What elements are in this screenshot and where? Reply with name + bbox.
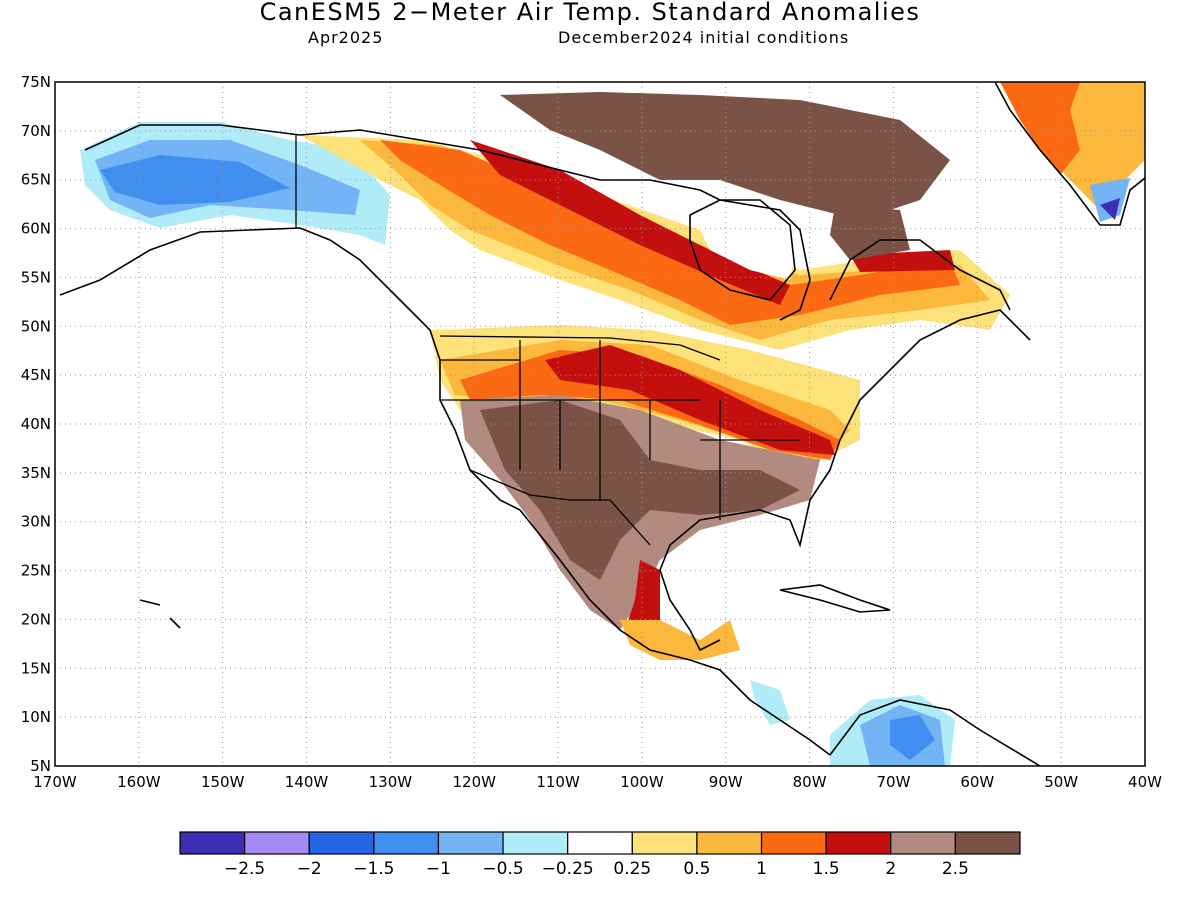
- colorbar-tick-label: −0.25: [542, 859, 594, 879]
- hudson-coast: [689, 199, 796, 301]
- latitude-label: 20N: [21, 610, 51, 628]
- mexico-warm: [620, 620, 740, 660]
- us-canada-border: [439, 335, 721, 361]
- latitude-label: 55N: [21, 268, 51, 286]
- latitude-label: 45N: [21, 366, 51, 384]
- longitude-labels: 170W 160W 150W 140W 130W 120W 110W 100W 90W 80W 70…: [33, 773, 1162, 791]
- alaska-north-coast: [84, 124, 301, 151]
- latitude-labels: 75N 70N 65N 60N 55N 50N 45N 40N 35N 30N 25N 20N 15N 1…: [21, 73, 51, 775]
- colorbar-swatch: [437, 831, 504, 855]
- arctic-high-region: [500, 92, 950, 220]
- latitude-label: 50N: [21, 317, 51, 335]
- arctic-coast: [299, 129, 811, 321]
- labrador-coast: [829, 239, 1011, 311]
- colorbar-swatch: [696, 831, 763, 855]
- colorbar-swatch: [179, 831, 246, 855]
- alaska-coast: [59, 227, 521, 511]
- colorbar-swatch: [890, 831, 956, 855]
- valid-month-label: Apr2025: [308, 28, 384, 47]
- colorbar-tick-label: −2: [297, 859, 322, 879]
- longitude-label: 120W: [452, 773, 496, 791]
- mexico-west-coast: [519, 509, 831, 756]
- longitude-label: 70W: [877, 773, 911, 791]
- longitude-label: 80W: [793, 773, 827, 791]
- latitude-label: 75N: [21, 73, 51, 91]
- latitude-label: 70N: [21, 122, 51, 140]
- south-america-coast: [829, 699, 1041, 766]
- latitude-label: 65N: [21, 171, 51, 189]
- colorbar-tick-label: −1: [426, 859, 451, 879]
- canada-warm-max: [470, 140, 790, 305]
- greenland-coast: [994, 82, 1145, 226]
- latitude-label: 60N: [21, 220, 51, 238]
- latitude-label: 5N: [30, 757, 51, 775]
- colorbar-swatch: [373, 831, 440, 855]
- colorbar-swatch: [308, 831, 375, 855]
- greenland-cool: [1090, 178, 1130, 222]
- longitude-label: 150W: [201, 773, 245, 791]
- longitude-label: 60W: [960, 773, 994, 791]
- longitude-label: 130W: [369, 773, 413, 791]
- colorbar-swatch: [760, 831, 827, 855]
- longitude-label: 50W: [1044, 773, 1078, 791]
- longitude-label: 90W: [709, 773, 743, 791]
- state-lines: [440, 340, 800, 520]
- colorbar-tick-label: −2.5: [224, 859, 265, 879]
- gulf-coast: [659, 309, 1031, 652]
- colorbar-swatch: [825, 831, 892, 855]
- colorbar: [179, 831, 1021, 855]
- colorbar-tick-label: 2.5: [942, 859, 969, 879]
- caribbean-cool-center: [890, 715, 935, 760]
- latitude-label: 35N: [21, 464, 51, 482]
- colorbar-labels: −2.5 −2 −1.5 −1 −0.5 −0.25 0.25 0.5 1 1.5 2 2.5: [224, 859, 969, 879]
- longitude-label: 40W: [1128, 773, 1162, 791]
- colorbar-swatch: [954, 831, 1021, 855]
- colorbar-swatch: [244, 831, 310, 855]
- latitude-label: 40N: [21, 415, 51, 433]
- labrador-high: [830, 205, 910, 260]
- colorbar-tick-label: 1.5: [813, 859, 840, 879]
- us-mexico-border: [469, 469, 651, 546]
- colorbar-tick-label: −0.5: [482, 859, 523, 879]
- colorbar-tick-label: 0.5: [683, 859, 710, 879]
- greenland-warm-core: [1000, 82, 1080, 175]
- longitude-label: 170W: [33, 773, 77, 791]
- longitude-label: 140W: [285, 773, 329, 791]
- longitude-label: 100W: [620, 773, 664, 791]
- hawaii-islands: [139, 599, 181, 629]
- latitude-label: 15N: [21, 659, 51, 677]
- longitude-label: 110W: [536, 773, 580, 791]
- colorbar-swatch: [502, 831, 569, 855]
- colorbar-tick-label: −1.5: [353, 859, 394, 879]
- cuba-coast: [779, 584, 891, 613]
- latitude-label: 25N: [21, 562, 51, 580]
- coastlines: [59, 82, 1145, 766]
- map-title: CanESM5 2−Meter Air Temp. Standard Anoma…: [259, 0, 921, 26]
- greenland-cold-core: [1100, 198, 1120, 220]
- latitude-label: 10N: [21, 708, 51, 726]
- longitude-label: 160W: [117, 773, 161, 791]
- colorbar-tick-label: 2: [885, 859, 896, 879]
- colorbar-swatch: [631, 831, 698, 855]
- colorbar-tick-label: 1: [756, 859, 767, 879]
- political-borders: [295, 135, 800, 546]
- latitude-label: 30N: [21, 513, 51, 531]
- colorbar-swatch: [567, 831, 633, 855]
- colorbar-tick-label: 0.25: [613, 859, 651, 879]
- map-frame: [54, 81, 1146, 767]
- hudson-neutral: [690, 200, 800, 280]
- central-america-cool: [750, 680, 790, 725]
- init-conditions-label: December2024 initial conditions: [558, 28, 850, 47]
